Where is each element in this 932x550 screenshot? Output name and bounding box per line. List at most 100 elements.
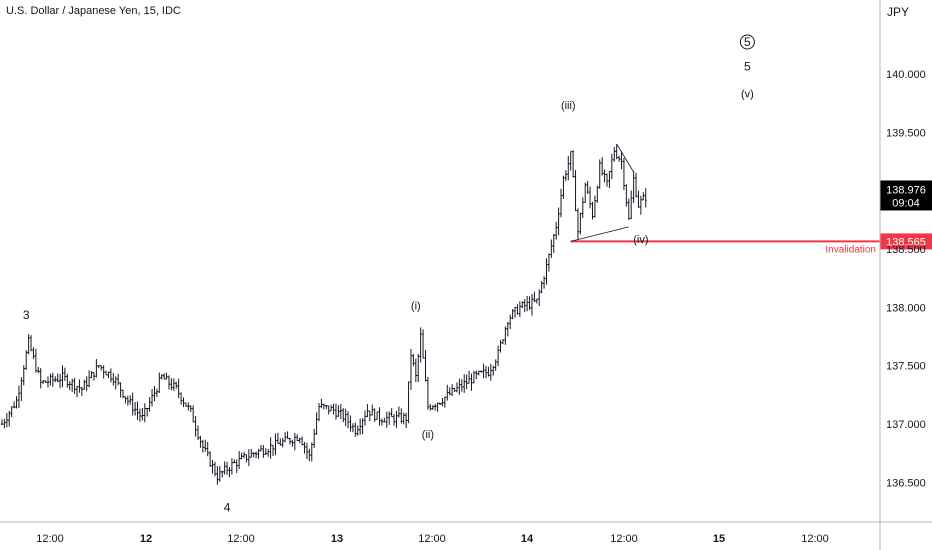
ohlc-bar [540,280,543,294]
triangle-lower-line [570,226,629,242]
x-tick-label: 12:00 [227,533,255,545]
y-tick-label: 137.000 [886,419,926,431]
ohlc-bar [484,365,488,379]
ohlc-bar [233,459,236,464]
ohlc-bar [158,372,161,393]
ohlc-bar [252,452,255,458]
ohlc-bar [535,298,539,304]
ohlc-bar [95,359,98,378]
ohlc-bar [112,372,115,386]
ohlc-bar [325,404,328,410]
ohlc-bar [588,186,592,209]
ohlc-bar [569,151,572,171]
wave-label: 5 [744,35,751,49]
ohlc-bar [240,452,243,460]
ohlc-bar [257,448,260,459]
ohlc-bar [346,411,350,429]
ohlc-bar [68,381,71,391]
ohlc-bar [351,423,355,433]
ohlc-bar [269,437,272,459]
ohlc-bar [467,370,471,384]
ohlc-bar [148,397,151,412]
ohlc-bar [397,406,401,418]
ohlc-bar [639,195,643,215]
ohlc-bar [383,417,386,423]
ohlc-bar [429,403,432,411]
ohlc-bar [303,441,306,454]
ohlc-bar [390,408,393,418]
ohlc-bar [388,411,391,425]
ohlc-bar [70,378,74,393]
ohlc-bar [32,347,35,359]
ohlc-bar [581,197,584,219]
wave-label: 5 [744,60,751,74]
ohlc-bar [80,386,84,396]
ohlc-bar [264,448,267,456]
ohlc-bar [334,403,338,420]
ohlc-bar [559,188,563,218]
ohlc-bar [199,435,202,448]
ohlc-bar [259,444,263,452]
ohlc-bar [545,258,548,285]
ohlc-bar [129,395,132,405]
ohlc-bar [373,408,376,422]
ohlc-bar [283,432,287,443]
ohlc-bar [448,387,451,396]
ohlc-bar [8,410,11,427]
ohlc-bar [605,173,609,187]
ohlc-bar [274,433,277,456]
ohlc-bar [552,233,555,253]
ohlc-bar [121,389,125,399]
ohlc-bar [366,404,369,418]
ohlc-bar [400,408,403,424]
ohlc-bar [634,172,638,198]
ohlc-bar [109,368,113,383]
ohlc-bar [126,395,130,406]
ohlc-bar [97,365,100,369]
ohlc-bar [182,397,185,408]
ohlc-bar [375,411,379,420]
ohlc-bar [165,372,168,380]
ohlc-bar [567,156,570,181]
ohlc-bar [281,437,284,448]
ohlc-bar [44,380,47,383]
ohlc-bar [138,408,142,422]
ohlc-bar [87,370,91,388]
ohlc-bar [179,392,183,405]
ohlc-bar [73,378,76,395]
ohlc-bar [61,365,64,388]
ohlc-bar [417,353,420,383]
wave-label: (iii) [561,100,576,112]
ohlc-bar [25,350,28,370]
wave-label: 3 [23,308,30,322]
wave-label: (iv) [633,234,648,246]
ohlc-bar [494,359,497,371]
ohlc-bar [221,470,224,478]
ohlc-bar [523,299,526,313]
ohlc-bar [593,195,597,218]
ohlc-bar [617,155,621,162]
ohlc-bar [385,411,388,428]
ohlc-bar [368,410,372,422]
ohlc-bar [271,444,275,456]
ohlc-bar [453,387,456,392]
ohlc-bar [276,432,280,444]
ohlc-bar [155,388,159,397]
ohlc-bar [12,401,16,409]
ohlc-bar [433,403,437,411]
ohlc-bar [528,296,531,311]
ohlc-bar [41,379,45,385]
ohlc-bar [211,459,214,474]
ohlc-bar [509,314,512,330]
ohlc-bar [172,378,176,391]
ohlc-bars [0,144,647,485]
ohlc-bar [196,425,200,441]
ohlc-bar [492,365,495,376]
ohlc-bar [204,439,207,452]
ohlc-bar [90,371,93,379]
ohlc-bar [288,437,292,445]
ohlc-bar [75,385,79,398]
ohlc-bar [610,153,614,180]
ohlc-bar [63,367,67,382]
